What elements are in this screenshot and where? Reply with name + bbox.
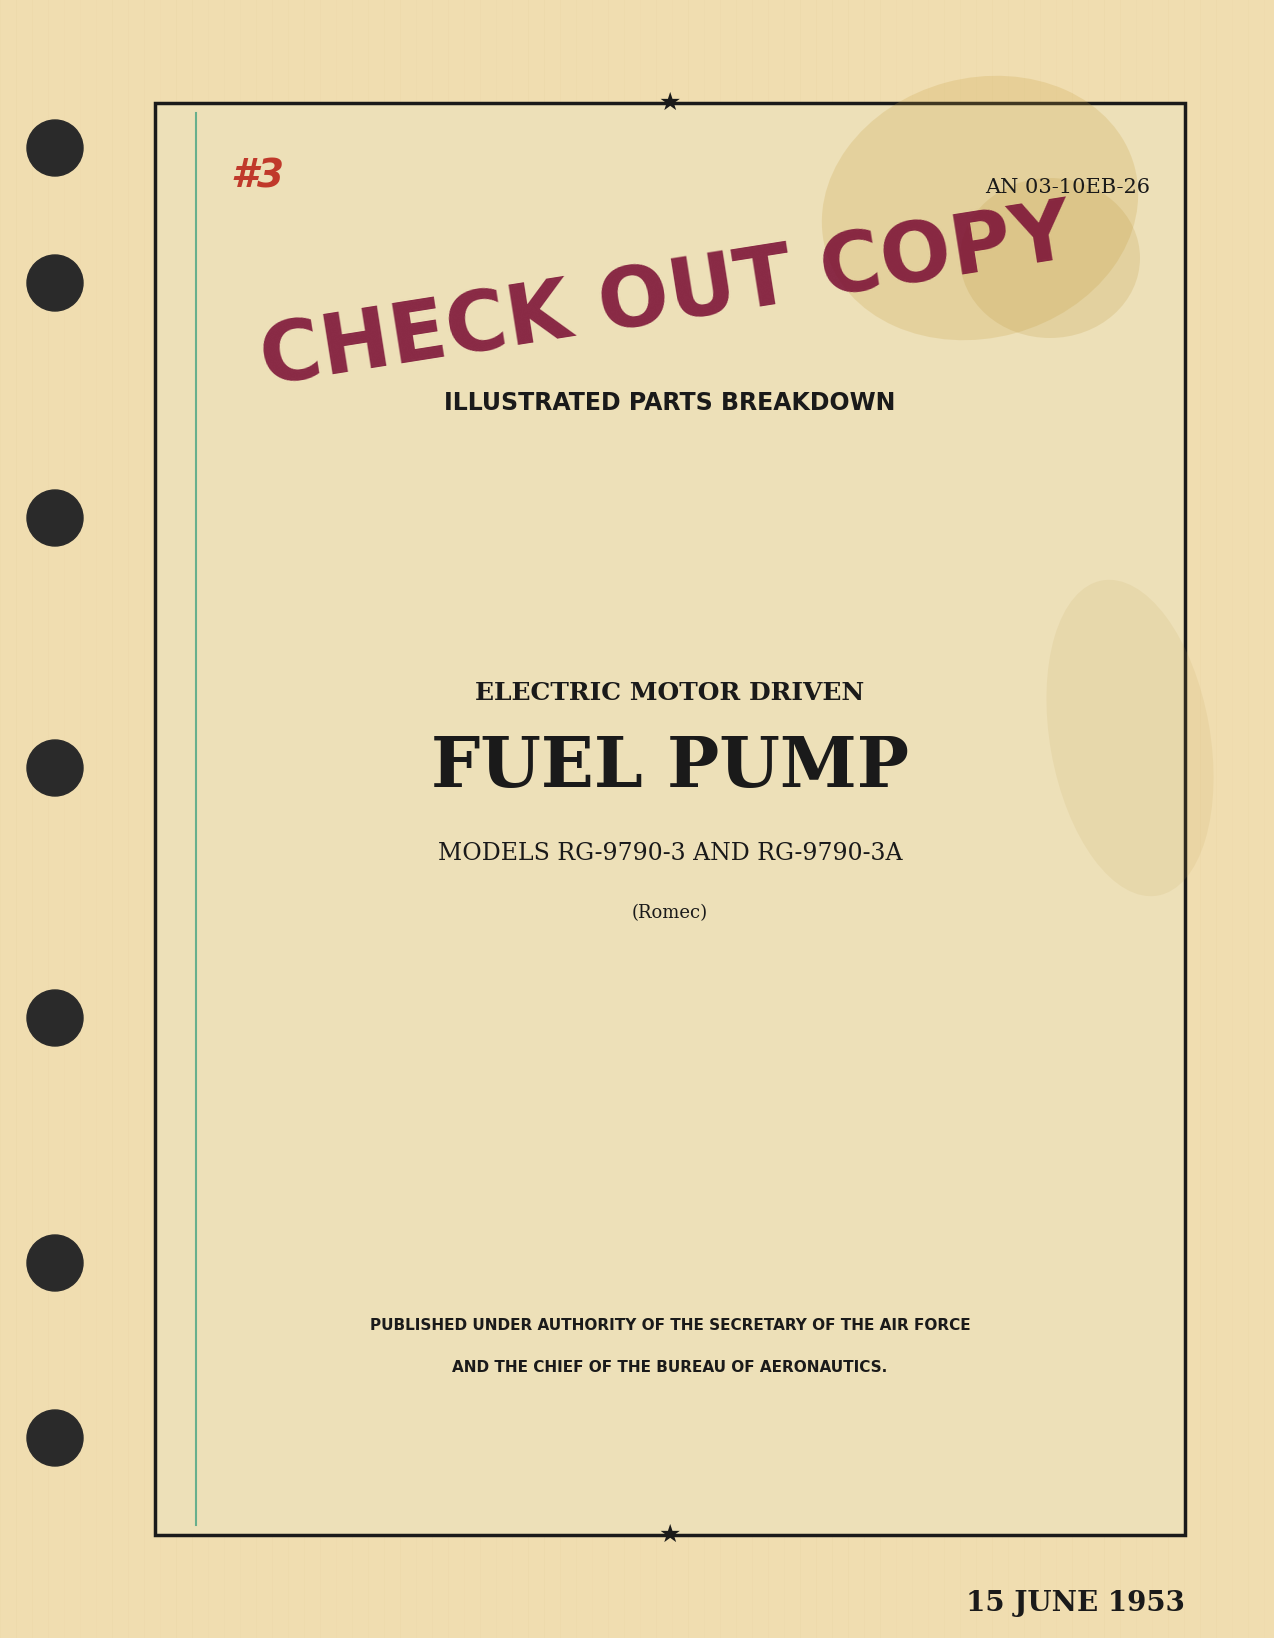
- Text: ★: ★: [659, 92, 682, 115]
- Ellipse shape: [1046, 580, 1214, 896]
- Text: CHECK OUT COPY: CHECK OUT COPY: [255, 193, 1078, 403]
- Text: ★: ★: [659, 1523, 682, 1546]
- Circle shape: [27, 256, 83, 311]
- Text: PUBLISHED UNDER AUTHORITY OF THE SECRETARY OF THE AIR FORCE: PUBLISHED UNDER AUTHORITY OF THE SECRETA…: [369, 1317, 971, 1332]
- Text: (Romec): (Romec): [632, 904, 708, 922]
- Circle shape: [27, 989, 83, 1047]
- Circle shape: [27, 490, 83, 545]
- Text: #3: #3: [231, 157, 284, 197]
- Circle shape: [27, 120, 83, 175]
- Ellipse shape: [822, 75, 1138, 341]
- Ellipse shape: [961, 179, 1140, 337]
- Text: ELECTRIC MOTOR DRIVEN: ELECTRIC MOTOR DRIVEN: [475, 681, 865, 704]
- Text: 15 JUNE 1953: 15 JUNE 1953: [966, 1590, 1185, 1617]
- Bar: [155, 103, 1185, 1535]
- Text: ILLUSTRATED PARTS BREAKDOWN: ILLUSTRATED PARTS BREAKDOWN: [445, 391, 896, 414]
- Text: FUEL PUMP: FUEL PUMP: [431, 734, 910, 801]
- Text: AN 03-10EB-26: AN 03-10EB-26: [985, 179, 1150, 197]
- Circle shape: [27, 1235, 83, 1291]
- Circle shape: [27, 1410, 83, 1466]
- Circle shape: [27, 740, 83, 796]
- Text: MODELS RG-9790-3 AND RG-9790-3A: MODELS RG-9790-3 AND RG-9790-3A: [438, 842, 902, 865]
- Text: AND THE CHIEF OF THE BUREAU OF AERONAUTICS.: AND THE CHIEF OF THE BUREAU OF AERONAUTI…: [452, 1360, 888, 1374]
